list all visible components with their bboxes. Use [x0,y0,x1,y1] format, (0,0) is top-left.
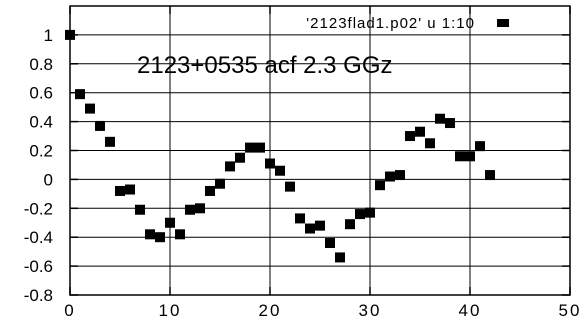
data-point [235,152,245,163]
x-tick-label: 30 [359,301,382,320]
data-point [185,204,195,215]
data-point [355,209,365,220]
chart-title: 2123+0535 acf 2.3 GGz [137,52,393,79]
data-point [175,229,185,240]
data-point [375,180,385,191]
data-point [85,103,95,114]
data-point [385,171,395,182]
y-tick-label: 0.8 [29,55,53,74]
data-point [245,142,255,153]
y-axis-ticks: 1 0.8 0.6 0.4 0.2 0 -0.2 -0.4 -0.6 -0.8 [24,26,570,305]
y-tick-label: 0 [44,170,53,189]
y-tick-label: 0.2 [29,142,53,161]
data-point [485,170,495,181]
x-tick-label: 50 [559,301,582,320]
data-point [115,185,125,196]
y-tick-label: -0.8 [24,286,53,305]
y-tick-label: -0.2 [24,199,53,218]
data-points [65,29,495,263]
data-point [475,141,485,152]
x-tick-label: 40 [459,301,482,320]
data-point [155,232,165,243]
data-point [415,126,425,137]
data-point [255,142,265,153]
y-tick-label: 0.4 [29,113,53,132]
legend-marker [497,19,509,27]
data-point [295,213,305,224]
data-point [285,181,295,192]
data-point [435,113,445,124]
data-point [65,29,75,40]
grid-lines [69,6,571,296]
data-point [395,170,405,181]
y-tick-label: -0.4 [24,228,53,247]
x-axis-ticks: 0 10 20 30 40 50 [64,6,582,320]
data-point [135,204,145,215]
x-tick-label: 0 [64,301,75,320]
data-point [345,219,355,230]
data-point [265,158,275,169]
data-point [195,203,205,214]
data-point [335,252,345,263]
data-point [215,178,225,189]
data-point [465,151,475,162]
data-point [455,151,465,162]
data-point [275,165,285,176]
data-point [75,89,85,100]
data-point [425,138,435,149]
x-tick-label: 10 [159,301,182,320]
data-point [145,229,155,240]
data-point [305,223,315,234]
x-tick-label: 20 [259,301,282,320]
legend-label: '2123flad1.p02' u 1:10 [306,15,475,32]
data-point [95,120,105,131]
data-point [165,217,175,228]
data-point [445,118,455,129]
y-tick-label: -0.6 [24,257,53,276]
data-point [225,161,235,172]
data-point [125,184,135,195]
data-point [315,220,325,231]
data-point [405,131,415,142]
y-tick-label: 0.6 [29,84,53,103]
y-tick-label: 1 [44,26,53,45]
data-point [205,185,215,196]
data-point [325,237,335,248]
data-point [105,136,115,147]
data-point [365,207,375,218]
legend: '2123flad1.p02' u 1:10 [306,15,509,32]
